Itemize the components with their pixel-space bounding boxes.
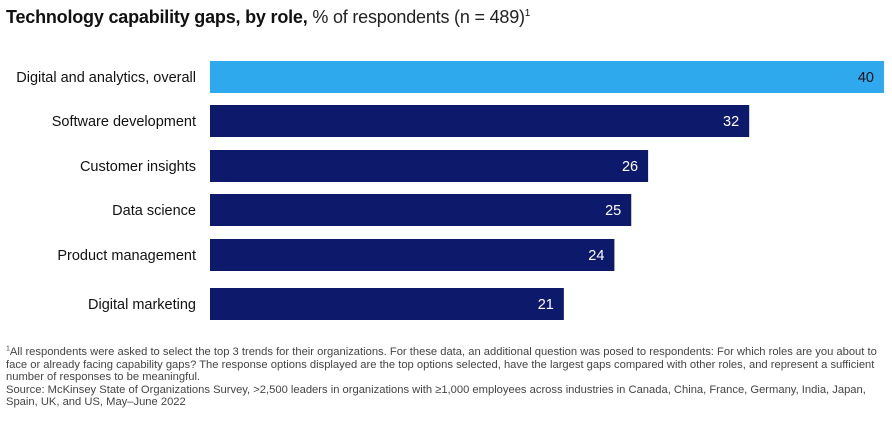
bar-value-label: 26 [622, 159, 638, 175]
bar-value-label: 25 [605, 203, 621, 219]
chart-title-unit: % of respondents (n = 489) [312, 7, 525, 27]
bar [210, 150, 649, 182]
chart-title: Technology capability gaps, by role, % o… [6, 6, 530, 28]
category-label: Customer insights [80, 159, 196, 175]
footnote-text: All respondents were asked to select the… [6, 346, 877, 383]
bar [210, 239, 615, 271]
bar [210, 288, 564, 320]
footnotes: 1All respondents were asked to select th… [6, 345, 886, 409]
bar-value-label: 24 [588, 248, 604, 264]
category-label: Product management [57, 248, 196, 264]
source-note: Source: McKinsey State of Organizations … [6, 383, 866, 409]
bar [210, 194, 632, 226]
category-label: Digital marketing [88, 297, 196, 313]
footnote-marker: 1 [6, 345, 10, 353]
chart-title-footnote-marker: 1 [524, 8, 531, 19]
bar-chart: Digital and analytics, overall 40 Software… [16, 61, 884, 320]
category-label: Digital and analytics, overall [16, 70, 196, 86]
bar-value-label: 21 [538, 297, 554, 313]
chart-title-main: Technology capability gaps, by role, [6, 7, 308, 27]
bar [210, 105, 750, 137]
category-label: Software development [52, 114, 196, 130]
bar-value-label: 32 [723, 114, 739, 130]
bar [210, 61, 884, 93]
footnote-1: 1All respondents were asked to select th… [6, 345, 886, 384]
category-label: Data science [112, 203, 196, 219]
bar-value-label: 40 [858, 70, 874, 86]
